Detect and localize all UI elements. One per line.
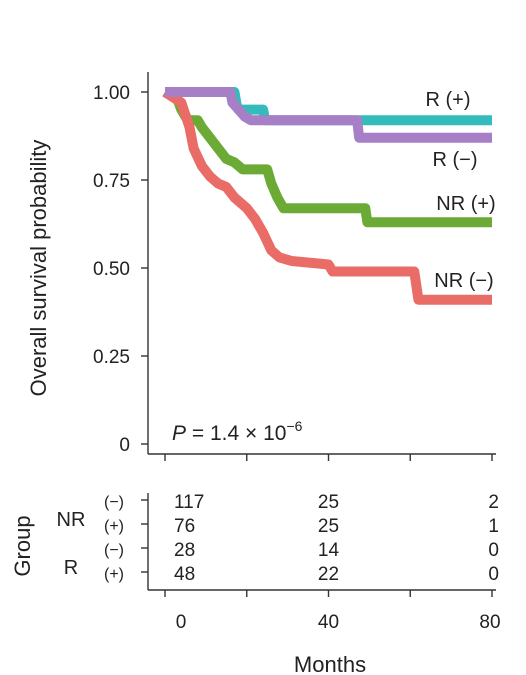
p-value-annotation: P = 1.4 × 10−6 [172,418,303,445]
x-tick-label: 80 [479,612,500,633]
y-tick-label: 0 [119,435,130,456]
x-axis-ticks [164,454,493,461]
curve-label: NR (+) [436,193,495,215]
p-value-exponent: −6 [286,418,302,434]
curve-labels: R (+) R (−) NR (+) NR (−) [426,89,496,292]
risk-count: 48 [174,564,195,585]
curve-label: NR (−) [434,270,493,292]
curve-label: R (+) [426,89,471,111]
survival-curve [165,87,492,143]
risk-count: 25 [318,516,339,537]
risk-count: 76 [174,516,195,537]
risk-group-label: R [64,557,78,579]
risk-row-sign: (−) [104,494,124,511]
p-value-symbol: P [172,422,186,445]
p-value-text: = 1.4 × 10 [186,422,286,445]
risk-table-x-ticks: 0 40 80 [164,590,501,633]
risk-count: 1 [488,516,499,537]
risk-count: 14 [318,540,340,561]
y-tick-label: 1.00 [93,83,130,104]
survival-curves [162,87,492,305]
risk-row-sign: (−) [104,542,124,559]
risk-count: 25 [318,492,339,513]
curve-label: R (−) [433,149,478,171]
survival-curve [162,87,492,305]
risk-count: 28 [174,540,195,561]
y-axis-ticks: 0 0.25 0.50 0.75 1.00 [93,83,148,456]
risk-row-sign: (+) [104,566,124,583]
y-tick-label: 0.50 [93,259,130,280]
risk-group-label: NR [57,509,86,531]
x-tick-label: 40 [318,612,339,633]
risk-row-sign: (+) [104,518,124,535]
risk-count: 0 [488,540,499,561]
risk-count: 22 [318,564,339,585]
x-axis-label: Months [294,652,366,675]
risk-table-title: Group [10,515,35,576]
x-tick-label: 0 [176,612,187,633]
y-axis-label: Overall survival probability [26,140,51,397]
risk-count: 117 [174,492,204,513]
risk-count: 0 [488,564,499,585]
risk-table: (−) 117 25 2 (+) 76 25 1 NR (−) 28 14 0 (+) 48 22 0 R [57,492,499,585]
risk-count: 2 [488,492,499,513]
y-tick-label: 0.25 [93,347,130,368]
y-tick-label: 0.75 [93,171,130,192]
